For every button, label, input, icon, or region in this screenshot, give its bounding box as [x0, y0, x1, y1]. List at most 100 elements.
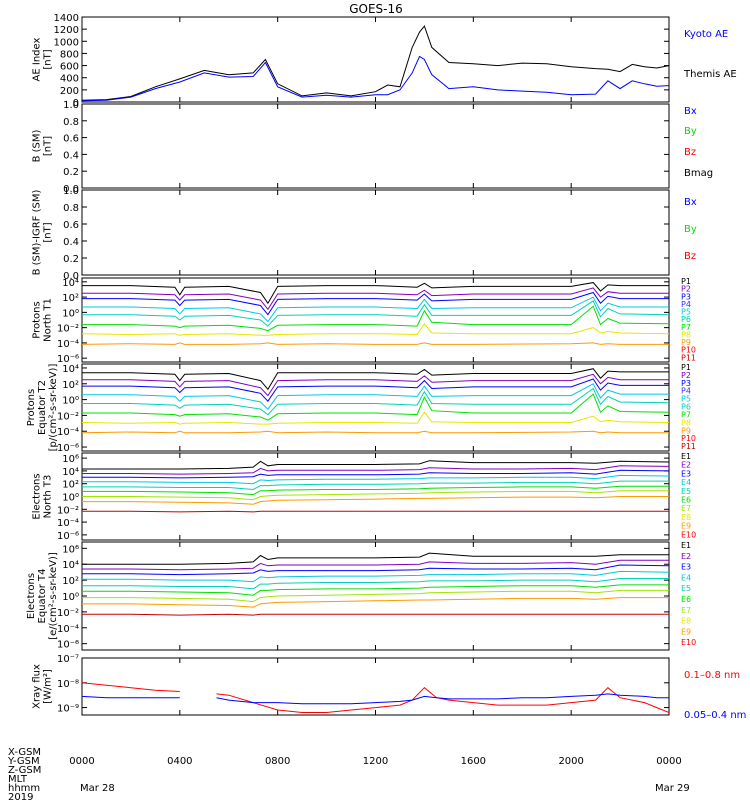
y-tick-label: 0.2 [63, 167, 79, 178]
legend-entry: P5 [681, 308, 691, 317]
series-group [82, 368, 669, 434]
legend-entry: P8 [681, 418, 691, 427]
legend-entry: P4 [681, 387, 691, 396]
y-tick-label: 10⁴ [62, 364, 79, 375]
y-axis-label: North T3 [43, 475, 54, 519]
y-tick-label: 600 [60, 62, 79, 73]
x-axis-row-label-year: 2019 [8, 792, 33, 800]
legend-entry: Themis AE [683, 69, 737, 80]
series-line-pn-4 [82, 300, 669, 327]
panel-frame-ae [81, 16, 670, 103]
y-axis-label: Protons [32, 301, 43, 338]
legend-entry: P11 [681, 442, 696, 451]
series-line-ee-8 [82, 613, 669, 616]
series-line-ee-3 [82, 570, 669, 583]
y-axis-label: B (SM)-IGRF (SM) [32, 190, 43, 276]
y-tick-label: 10⁻⁶ [57, 640, 79, 651]
x-tick-label: 0000 [656, 756, 681, 767]
y-axis-label: AE Index [32, 37, 43, 81]
series-line-ae-0 [82, 25, 669, 101]
legend-entry: E3 [681, 469, 691, 478]
legend-entry: Bz [684, 147, 696, 158]
y-tick-label: 10⁻⁹ [57, 704, 79, 715]
y-tick-label: 10⁶ [62, 544, 79, 555]
panel-frame-xray [81, 657, 670, 716]
y-tick-label: 10⁴ [62, 467, 79, 478]
y-axis-label: Xray flux [32, 664, 43, 709]
series-line-ae-1 [82, 55, 669, 102]
panel-frame-pe [81, 363, 670, 452]
panel-ee: 10⁶ 10⁴ 10² 10⁰ 10⁻² 10⁻⁴ 10⁻⁶ Electrons Equator… [26, 541, 696, 651]
legend-entry: E5 [681, 487, 691, 496]
series-line-en-8 [82, 510, 669, 513]
y-tick-label: 10⁻⁴ [57, 624, 79, 635]
y-tick-label: 0.4 [63, 150, 79, 161]
y-tick-label: 10⁶ [62, 454, 79, 465]
x-axis-row-label-hhmm: hhmm [8, 783, 40, 794]
panel-bigrf: 0.0 0.2 0.4 0.6 0.8 1.0 B (SM)-IGRF (SM) [nT] Bx… [32, 186, 697, 282]
x-axis-end-date: Mar 29 [655, 783, 690, 794]
legend-entry: E4 [681, 478, 691, 487]
y-tick-label: 10⁻⁴ [57, 518, 79, 529]
y-tick-label: 10² [62, 380, 79, 391]
y-tick-label: 10⁻⁴ [57, 427, 79, 438]
x-tick-label: 0800 [265, 756, 290, 767]
legend-entry: E9 [681, 627, 691, 636]
panel-frame-bsm [81, 103, 670, 189]
legend-entry: E10 [681, 638, 696, 647]
legend-entry: P7 [681, 410, 691, 419]
panel-frame-pn [81, 277, 670, 363]
panel-frame-bigrf [81, 189, 670, 276]
legend-entry: E7 [681, 606, 691, 615]
series-line-en-3 [82, 474, 669, 485]
y-tick-label: 10⁰ [62, 592, 79, 603]
legend-entry: P9 [681, 338, 691, 347]
legend-entry: E10 [681, 530, 696, 539]
y-tick-label: 10⁻⁷ [57, 654, 79, 665]
series-line-xray-0 [82, 682, 669, 713]
legend-entry: P1 [681, 277, 691, 286]
y-tick-label: 10⁻⁴ [57, 339, 79, 350]
y-tick-label: 400 [60, 74, 79, 85]
series-group [82, 682, 669, 713]
y-tick-label: 10⁰ [62, 493, 79, 504]
y-tick-label: 0.0 [63, 184, 79, 195]
legend-entry: P11 [681, 353, 696, 362]
series-line-ee-2 [82, 564, 669, 576]
series-line-pe-0 [82, 368, 669, 391]
series-line-pn-3 [82, 296, 669, 323]
y-axis-label: Protons [26, 389, 37, 426]
y-axis-label: North T1 [43, 298, 54, 342]
legend-entry: Bx [684, 106, 697, 117]
series-line-pe-3 [82, 383, 669, 410]
legend-entry: P8 [681, 330, 691, 339]
y-tick-label: 1.0 [63, 186, 79, 197]
x-axis-row-label-x-gsm: X-GSM [8, 747, 41, 758]
y-tick-label: 0 [73, 98, 79, 109]
series-line-pn-5 [82, 305, 669, 332]
y-tick-label: 0.8 [63, 203, 79, 214]
series-line-pn-6 [82, 322, 669, 336]
series-line-pn-1 [82, 287, 669, 311]
y-tick-label: 0.2 [63, 254, 79, 265]
x-axis-row-label-mlt: MLT [8, 774, 28, 785]
series-group [82, 25, 669, 102]
x-axis-row-label-y-gsm: Y-GSM [7, 756, 40, 767]
y-tick-label: 200 [60, 86, 79, 97]
y-tick-label: 10⁰ [62, 396, 79, 407]
series-line-pe-7 [82, 430, 669, 434]
legend-entry: E6 [681, 496, 691, 505]
series-line-pn-0 [82, 282, 669, 305]
y-tick-label: 1400 [54, 13, 79, 24]
legend-entry: E2 [681, 552, 691, 561]
series-group [82, 282, 669, 345]
legend-entry: P1 [681, 363, 691, 372]
x-axis-row-label-z-gsm: Z-GSM [8, 765, 41, 776]
legend-entry: P4 [681, 300, 691, 309]
y-axis-label: [nT] [43, 49, 54, 69]
legend-entry: By [684, 224, 697, 235]
y-tick-label: 1200 [54, 25, 79, 36]
x-tick-label: 0000 [69, 756, 94, 767]
legend-entry: 0.1–0.8 nm [684, 670, 740, 681]
panel-xray: 10⁻⁷ 10⁻⁸ 10⁻⁹ Xray flux [W/m²] 0.1–0.8 nm 0.0… [32, 654, 747, 721]
